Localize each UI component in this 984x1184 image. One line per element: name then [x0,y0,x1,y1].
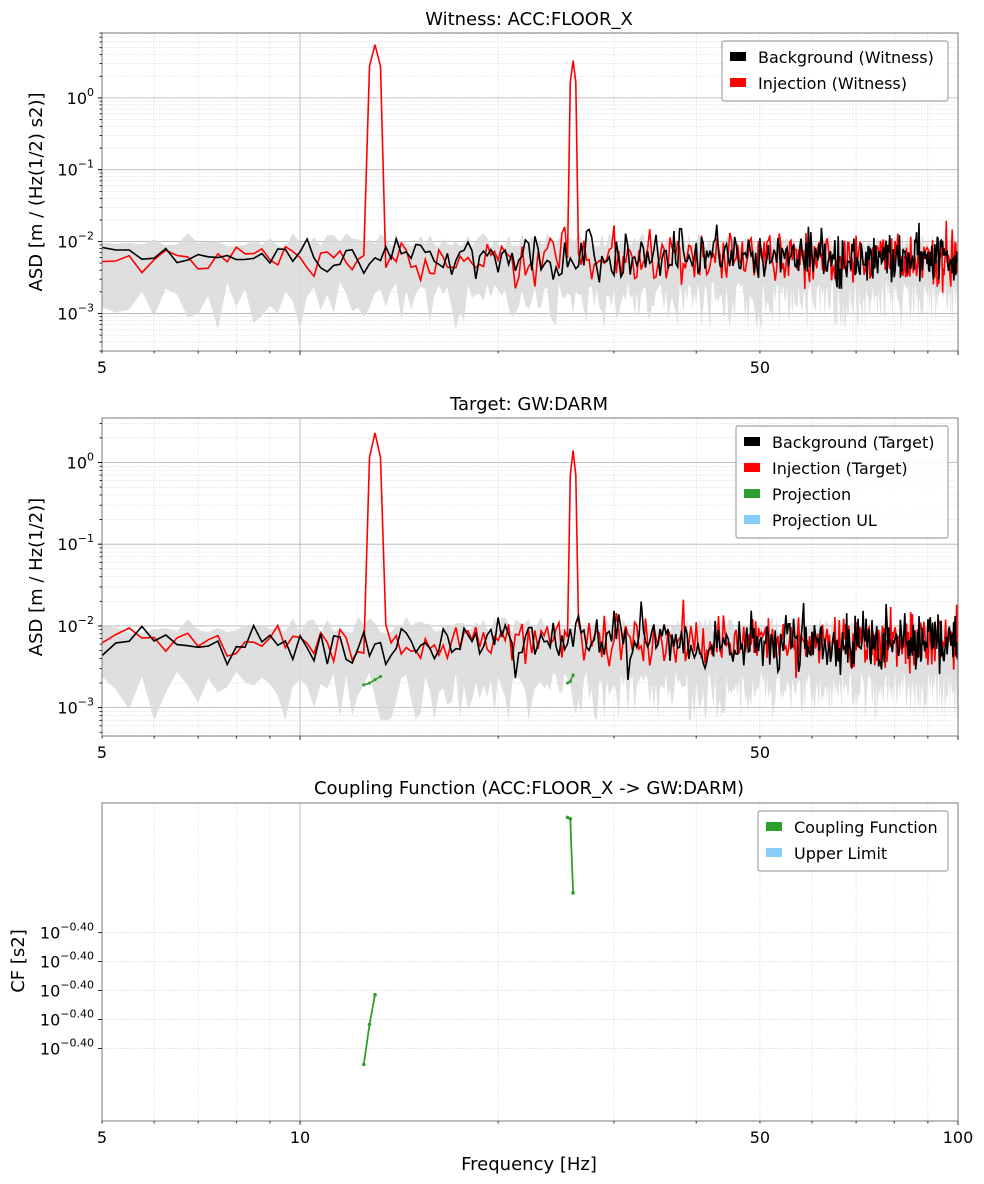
panel-title: Witness: ACC:FLOOR_X [425,9,633,30]
x-ticks: 5 10 50 100 [97,1121,973,1147]
projection-point [373,678,377,682]
y-tick-label: 10−3 [57,696,94,718]
projection-point [362,683,366,687]
legend-label: Upper Limit [794,844,887,863]
panel-title: Target: GW:DARM [449,394,608,415]
panel-witness: Witness: ACC:FLOOR_X ASD [m / (Hz(1/2) s… [26,9,959,377]
coupling-function-point [367,1022,372,1027]
legend-swatch [744,463,760,472]
y-ticks: 10−3 10−2 10−1 100 [57,423,102,733]
axes-frame [101,32,959,352]
y-tick-label: 10−0.40 [40,1036,94,1058]
legend-box [721,40,949,102]
legend-box [757,810,949,872]
y-tick-label: 100 [67,450,94,472]
legend: Background (Target) Injection (Target) Pro… [735,425,949,539]
y-tick-label: 10−0.40 [40,921,94,943]
legend-swatch [730,52,746,61]
coupling-function-point [373,993,377,997]
series-line-background [102,601,958,680]
legend-swatch [744,489,760,498]
series-line-injection [102,44,958,293]
legend-swatch [766,848,782,857]
y-axis-label: ASD [m / Hz(1/2)] [26,498,47,656]
projection-point [367,681,372,685]
series-line-coupling-function [567,816,574,894]
x-tick-label: 50 [750,743,770,762]
y-axis-label: ASD [m / (Hz(1/2) s2)] [26,92,47,291]
legend-label: Background (Witness) [758,48,934,67]
legend-label: Projection UL [772,511,877,530]
series-group [102,44,958,330]
legend-label: Injection (Witness) [758,74,907,93]
y-tick-label: 10−0.40 [40,978,94,1000]
x-axis-label: Frequency [Hz] [461,1154,597,1175]
legend-label: Coupling Function [794,818,938,837]
projection-point [571,673,575,677]
y-tick-label: 10−2 [57,230,94,252]
series-line-coupling-function [362,994,376,1065]
y-tick-label: 10−1 [57,158,94,180]
legend-label: Injection (Target) [772,459,908,478]
projection-point [565,681,570,685]
coupling-function-point [565,815,570,820]
axes-frame [101,802,959,1122]
legend: Coupling Function Upper Limit [757,810,949,872]
plot-area: 5 10 50 10010−0.4010−0.4010−0.4010−0.4010−0… [40,802,973,1147]
y-tick-label: 10−0.40 [40,950,94,972]
legend-label: Projection [772,485,851,504]
plot-area: 5 50 10−3 10−2 10−1 100 Background (Witness) In… [57,32,959,377]
series-group [102,432,958,721]
x-tick-label: 5 [97,743,107,762]
coupling-function-point [571,891,575,895]
legend: Background (Witness) Injection (Witness) [721,40,949,102]
series-line-background [102,222,958,289]
x-tick-label: 50 [750,358,770,377]
coupling-function-point [362,1062,366,1067]
series-group [362,815,575,1067]
x-tick-label: 50 [750,1128,770,1147]
panel-coupling-function: Coupling Function (ACC:FLOOR_X -> GW:DAR… [8,778,973,1147]
x-tick-label: 10 [290,1128,310,1147]
series-line-projection [363,675,381,686]
projection-point [568,679,572,683]
x-ticks: 5 50 [97,351,959,377]
plot-area: 5 50 10−3 10−2 10−1 100 Background (Target) Inj… [57,417,959,762]
y-tick-label: 10−0.40 [40,1007,94,1029]
legend-swatch [730,78,746,87]
panel-target: Target: GW:DARM ASD [m / Hz(1/2)] 5 50 10−… [26,394,959,762]
y-tick-label: 100 [67,86,94,108]
y-tick-label: 10−3 [57,301,94,323]
coupling-function-point [568,817,573,821]
x-tick-label: 100 [943,1128,974,1147]
projection-point [378,674,383,679]
y-tick-label: 10−1 [57,532,94,554]
y-ticks: 10−0.40 10−0.40 10−0.40 10−0.40 10−0.40 [40,921,102,1058]
x-ticks: 5 50 [97,736,959,762]
legend-swatch [744,515,760,524]
y-axis-label: CF [s2] [8,929,29,993]
legend-swatch [766,822,782,831]
background-band [102,616,958,721]
panel-title: Coupling Function (ACC:FLOOR_X -> GW:DAR… [314,778,744,799]
x-tick-label: 5 [97,358,107,377]
y-ticks: 10−3 10−2 10−1 100 [57,32,102,352]
legend-box [735,425,949,539]
legend-label: Background (Target) [772,433,935,452]
y-tick-label: 10−2 [57,614,94,636]
background-band [102,233,958,330]
legend-swatch [744,437,760,446]
x-tick-label: 5 [97,1128,107,1147]
